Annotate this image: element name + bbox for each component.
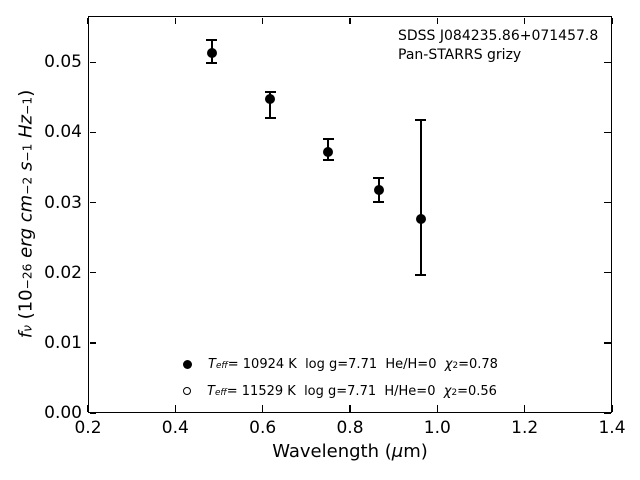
data-point-marker [373, 184, 384, 195]
x-tick-label: 1.0 [423, 418, 451, 438]
x-major-tick-top [349, 17, 351, 24]
x-tick-label: 0.4 [161, 418, 189, 438]
data-point-marker [265, 93, 276, 104]
y-tick-label: 0.01 [44, 332, 82, 353]
y-tick-label: 0.04 [44, 122, 82, 143]
x-major-tick-top [611, 17, 613, 24]
errorbar-cap-top [322, 138, 334, 141]
legend-row-model-2: Teff= 11529 K log g=7.71 H/He=0 χ2=0.56 [183, 381, 497, 401]
ylabel-seg1: (10 [15, 289, 37, 326]
x-tick-label: 0.2 [74, 418, 102, 438]
x-major-tick-bottom [349, 405, 351, 412]
legend1-tail: =0.78 [458, 356, 498, 372]
y-major-tick-right [604, 131, 611, 134]
y-major-tick-left [89, 131, 96, 134]
legend2-chi: χ [443, 383, 452, 399]
xlabel-post: m) [403, 441, 428, 462]
ylabel-nu-subscript: ν [20, 325, 35, 332]
errorbar-cap-bottom [322, 158, 334, 161]
errorbar-cap-top [373, 177, 385, 180]
ylabel-seg4: Hz [15, 114, 37, 144]
legend1-T: T [208, 356, 216, 372]
x-major-tick-bottom [261, 405, 264, 412]
x-major-tick-top [87, 17, 89, 24]
y-axis-label: fν (10−26 erg cm−2 s−1 Hz−1) [16, 90, 37, 338]
ylabel-seg2: erg cm [15, 194, 37, 264]
errorbar-stem [269, 92, 272, 118]
open-circle-icon [183, 387, 191, 395]
data-point-marker [323, 147, 334, 158]
y-major-tick-right [604, 271, 611, 274]
ylabel-exp1: −26 [20, 263, 35, 290]
y-tick-label: 0.05 [44, 52, 82, 73]
xlabel-mu: μ [391, 441, 404, 462]
ylabel-f: f [15, 331, 37, 339]
legend1-chi: χ [444, 356, 453, 372]
errorbar-cap-bottom [415, 273, 427, 276]
annotation-object-id: SDSS J084235.86+071457.8 [398, 28, 599, 44]
x-tick-label: 1.2 [511, 418, 539, 438]
xlabel-pre: Wavelength ( [272, 441, 392, 462]
legend2-mid: = 11529 K log g=7.71 H/He=0 [226, 383, 444, 399]
legend2-tail: =0.56 [457, 383, 497, 399]
legend2-chisup: 2 [451, 387, 458, 398]
errorbar-stem [419, 119, 422, 275]
y-major-tick-left [89, 201, 96, 204]
y-major-tick-right [604, 201, 611, 204]
ylabel-seg5: ) [15, 89, 37, 97]
ylabel-seg3: s [15, 161, 37, 177]
filled-circle-icon [183, 359, 192, 369]
y-major-tick-right [604, 61, 611, 64]
legend-label-model-2: Teff= 11529 K log g=7.71 H/He=0 χ2=0.56 [207, 384, 497, 399]
x-major-tick-top [174, 17, 177, 24]
errorbar-cap-bottom [206, 61, 218, 64]
legend1-mid: = 10924 K log g=7.71 He/H=0 [227, 356, 445, 372]
x-major-tick-bottom [436, 405, 439, 412]
x-major-tick-top [261, 17, 264, 24]
x-major-tick-bottom [523, 405, 526, 412]
errorbar-cap-bottom [264, 116, 276, 119]
ylabel-exp4: −1 [20, 96, 35, 115]
errorbar-cap-top [206, 38, 218, 41]
errorbar-cap-top [415, 118, 427, 121]
x-axis-label: Wavelength (μm) [272, 441, 428, 462]
x-major-tick-bottom [174, 405, 177, 412]
plot-area [88, 16, 612, 413]
y-major-tick-left [89, 61, 96, 64]
x-major-tick-top [523, 17, 526, 24]
x-major-tick-bottom [611, 405, 613, 412]
data-point-marker [415, 214, 426, 225]
legend2-Tsub: eff [214, 387, 227, 398]
x-major-tick-bottom [87, 405, 89, 412]
y-major-tick-left [89, 271, 96, 274]
y-tick-label: 0.02 [44, 262, 82, 283]
errorbar-cap-top [264, 91, 276, 94]
y-tick-label: 0.00 [44, 403, 82, 423]
y-tick-label: 0.03 [44, 192, 82, 213]
x-tick-label: 1.4 [598, 418, 626, 438]
y-major-tick-left [89, 342, 96, 344]
legend-label-model-1: Teff= 10924 K log g=7.71 He/H=0 χ2=0.78 [208, 357, 498, 372]
y-major-tick-right [604, 412, 611, 414]
annotation-survey: Pan-STARRS grizy [398, 46, 522, 63]
legend-row-model-1: Teff= 10924 K log g=7.71 He/H=0 χ2=0.78 [183, 354, 498, 374]
ylabel-exp3: −1 [20, 143, 35, 162]
x-major-tick-top [436, 17, 439, 24]
legend1-Tsub: eff [215, 360, 228, 371]
legend1-chisup: 2 [452, 360, 459, 371]
x-tick-label: 0.6 [249, 418, 277, 438]
x-tick-label: 0.8 [336, 418, 364, 438]
legend2-T: T [207, 383, 215, 399]
y-major-tick-right [604, 342, 611, 344]
ylabel-exp2: −2 [20, 176, 35, 195]
y-major-tick-left [89, 412, 96, 414]
data-point-marker [206, 48, 217, 59]
annotation-block: SDSS J084235.86+071457.8 Pan-STARRS grizy [398, 27, 598, 64]
errorbar-cap-bottom [373, 200, 385, 203]
